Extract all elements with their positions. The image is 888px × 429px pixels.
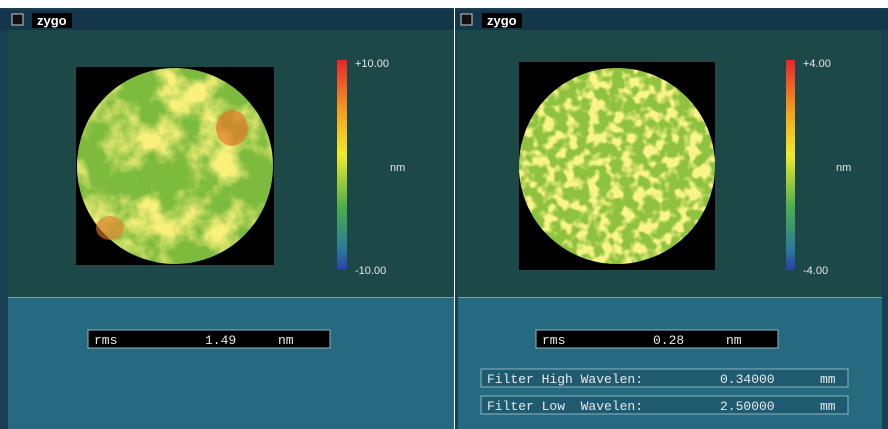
rms-label: rms [542,333,565,348]
surface-texture [519,68,715,264]
logo: zygo [487,13,517,28]
rms-unit: nm [278,333,294,348]
rms-unit: nm [726,333,742,348]
result-area [8,297,454,429]
rms-label: rms [94,333,117,348]
close-button[interactable] [12,14,23,25]
close-button[interactable] [461,14,472,25]
panel-left: zygo +10.00 nm -10.00 rms 1.49 nm [0,8,454,429]
color-bar [786,60,795,270]
hot-spot [96,216,124,240]
filter-value: 2.50000 [720,399,775,414]
filter-unit: mm [820,372,836,387]
scale-min: -10.00 [355,265,386,277]
rms-value: 0.28 [653,333,684,348]
scale-unit: nm [390,162,405,174]
hot-spot [216,110,248,146]
logo: zygo [37,13,67,28]
scale-unit: nm [836,162,851,174]
filter-unit: mm [820,399,836,414]
screen: zygo +10.00 nm -10.00 rms 1.49 nm zygo +… [0,0,888,429]
rms-value: 1.49 [205,333,236,348]
color-bar [337,60,347,270]
filter-label: Filter Low Wavelen: [487,399,643,414]
filter-label: Filter High Wavelen: [487,372,643,387]
filter-value: 0.34000 [720,372,775,387]
scale-max: +10.00 [355,58,389,70]
scale-min: -4.00 [803,265,828,277]
panel-right: zygo +4.00 nm -4.00 rms 0.28 nm Filter H… [455,8,888,429]
scale-max: +4.00 [803,58,831,70]
